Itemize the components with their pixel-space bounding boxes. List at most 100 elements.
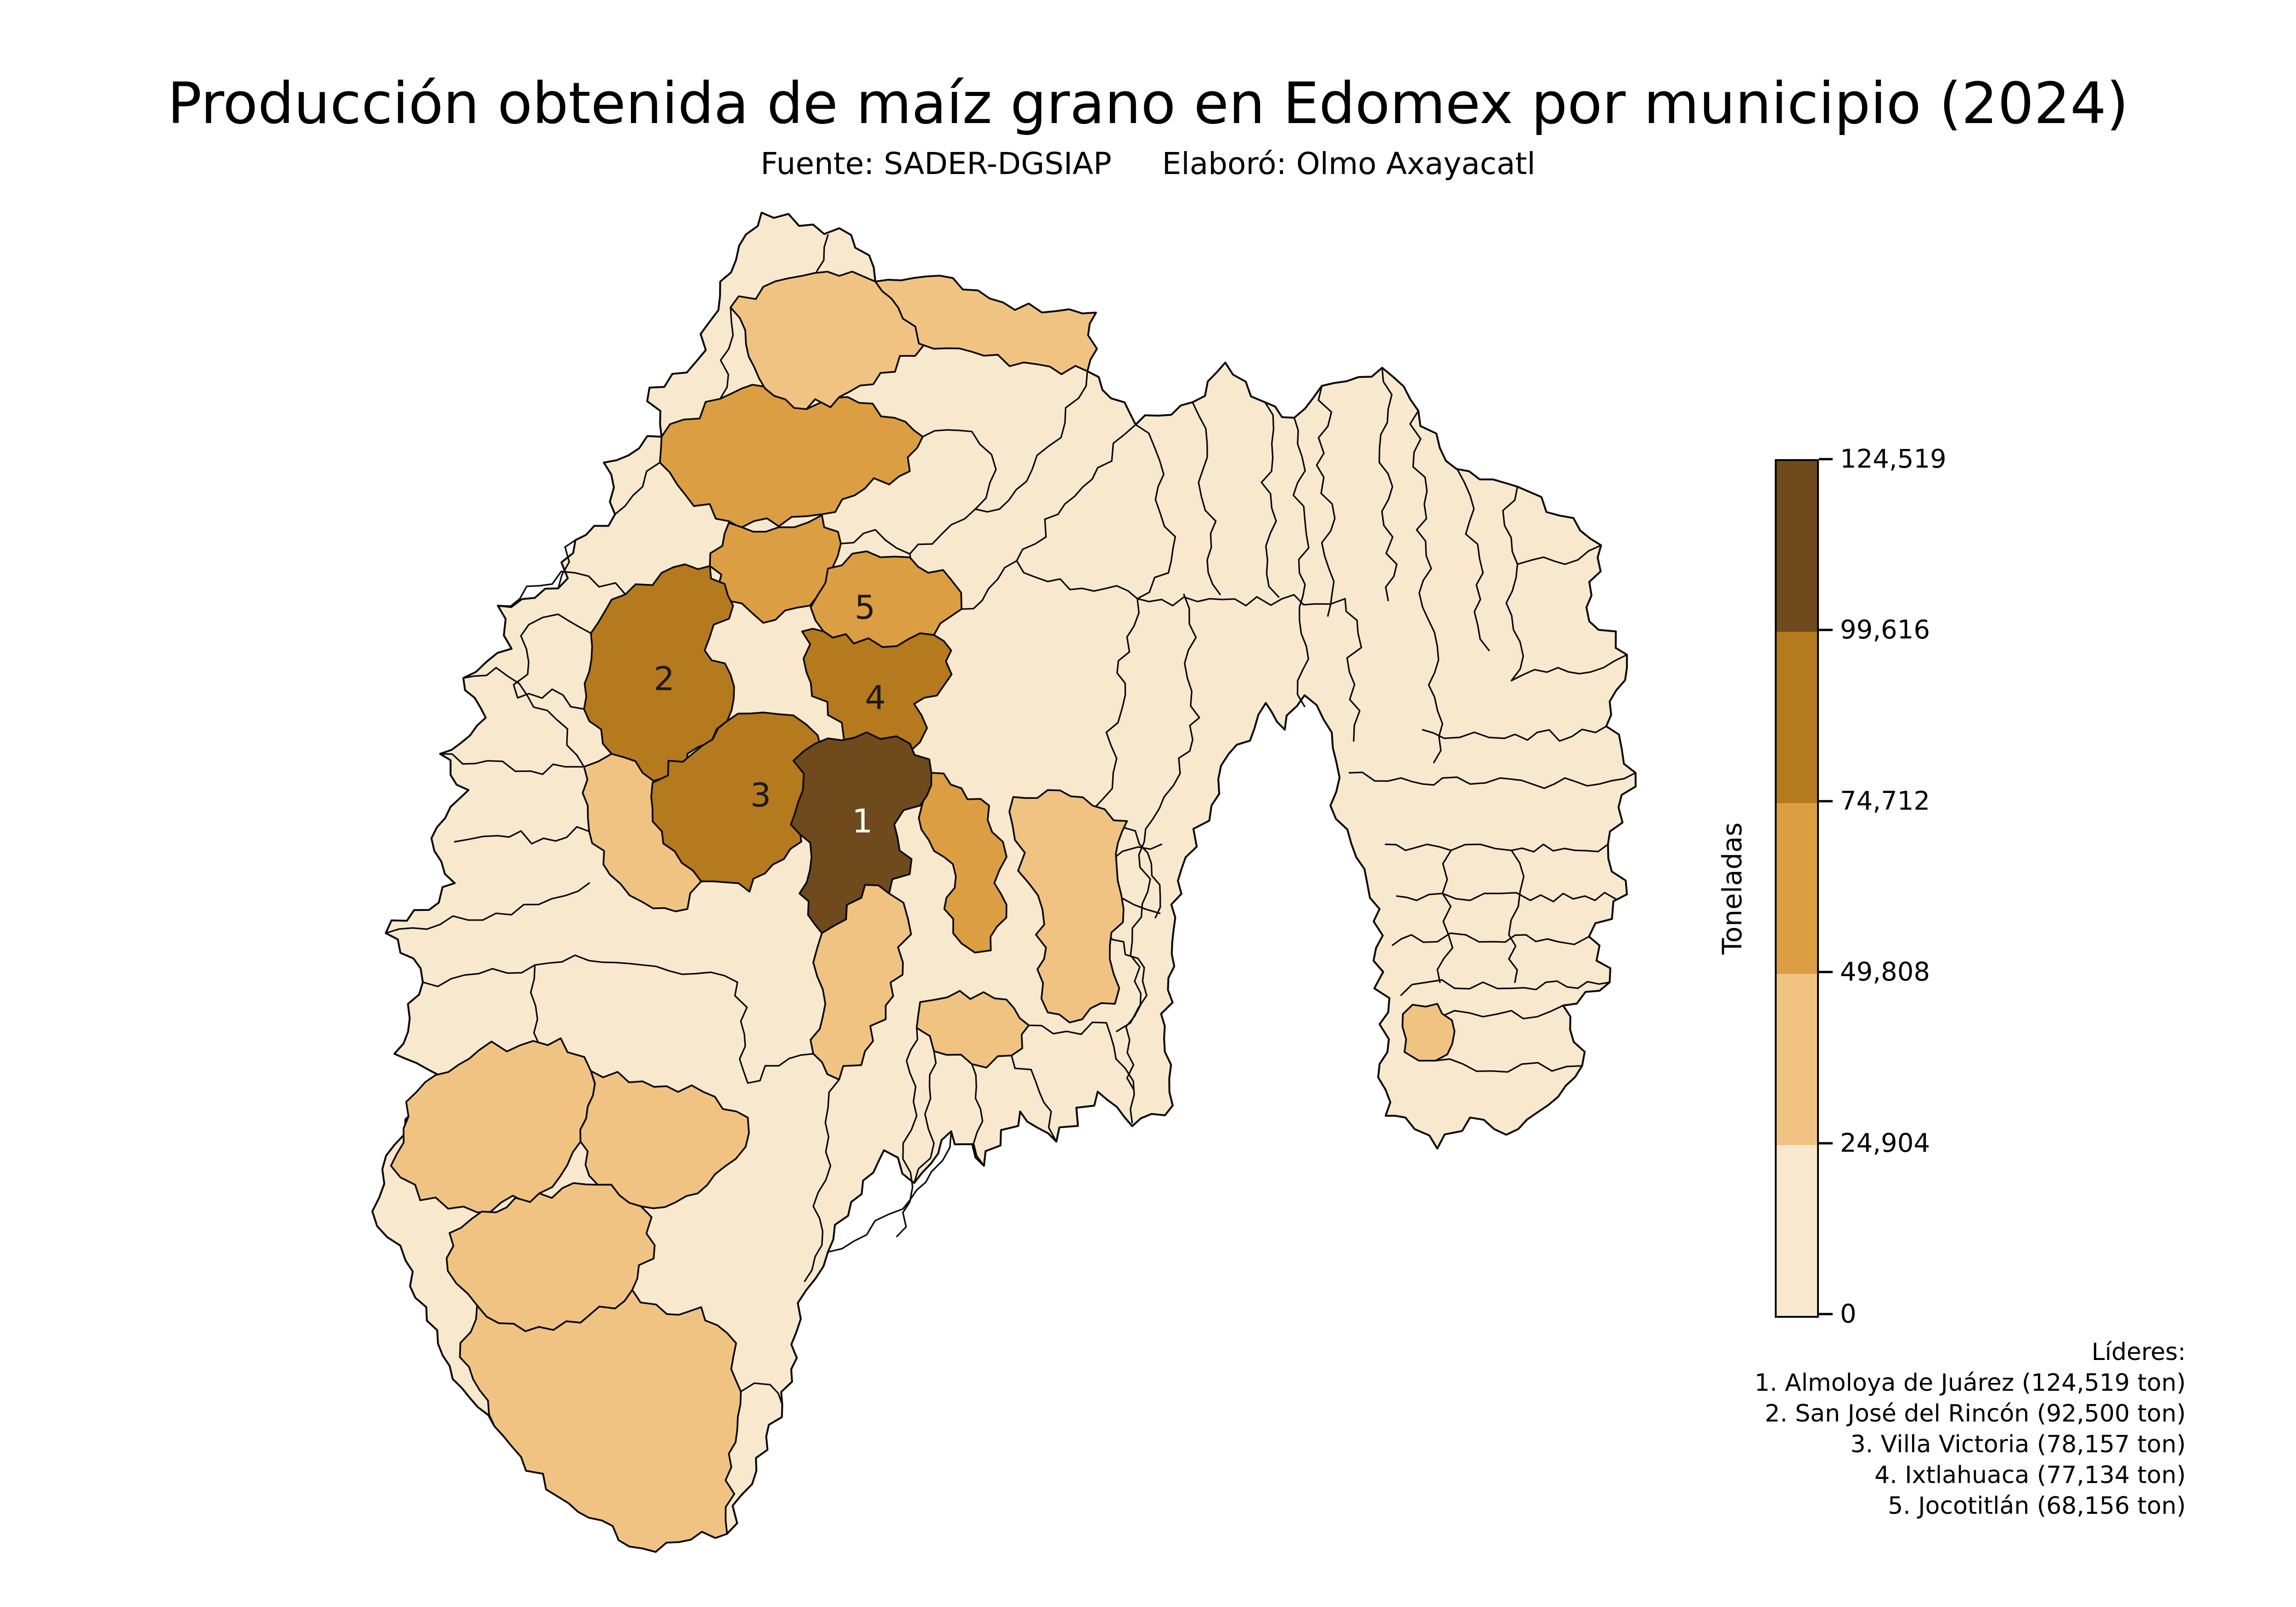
- municipality-boundary: [557, 539, 576, 590]
- municipality-boundary: [1422, 607, 1443, 764]
- leader-item: 2. San José del Rincón (92,500 ton): [1765, 1400, 2186, 1427]
- colorbar-tick: 74,712: [1819, 786, 1930, 816]
- municipality-boundary: [1092, 598, 1140, 811]
- tick-label: 99,616: [1840, 615, 1930, 645]
- municipality-region: [801, 628, 953, 759]
- municipality-region: [583, 563, 735, 782]
- rank-label-3: 3: [750, 776, 771, 814]
- municipality-region: [917, 772, 1007, 954]
- municipality-boundary: [497, 570, 626, 607]
- municipality-boundary: [1409, 410, 1432, 608]
- municipality-region: [579, 1070, 750, 1209]
- tick-label: 74,712: [1840, 786, 1930, 816]
- municipality-boundary: [961, 424, 1137, 610]
- municipality-boundary: [1261, 401, 1280, 598]
- colorbar-segment: [1777, 632, 1817, 803]
- municipality-boundary: [646, 387, 663, 438]
- colorbar-tick: 49,808: [1819, 957, 1930, 987]
- municipality-boundary: [1163, 593, 1200, 798]
- municipality-boundary: [385, 882, 590, 934]
- tick-mark: [1819, 629, 1833, 631]
- tick-label: 0: [1840, 1299, 1857, 1329]
- colorbar-segment: [1777, 803, 1817, 974]
- municipality-boundary: [454, 826, 590, 845]
- leader-item: 1. Almoloya de Juárez (124,519 ton): [1754, 1369, 2186, 1397]
- municipality-boundary: [439, 753, 585, 775]
- municipality-boundary: [1384, 843, 1609, 853]
- municipality-boundary: [1422, 725, 1607, 742]
- municipality-boundary: [422, 954, 738, 988]
- source-text: Fuente: SADER-DGSIAP: [760, 146, 1112, 181]
- municipality-boundary: [1121, 826, 1161, 919]
- municipality-boundary: [1125, 796, 1165, 1091]
- leader-item: 5. Jocotitlán (68,156 ton): [1888, 1492, 2186, 1520]
- municipality-boundary: [740, 1382, 783, 1405]
- rank-label-1: 1: [852, 802, 872, 840]
- municipality-boundary: [1436, 849, 1453, 983]
- colorbar: [1775, 459, 1819, 1318]
- municipality-boundary: [913, 1050, 937, 1184]
- municipality-region: [790, 731, 933, 934]
- rank-label-5: 5: [855, 588, 875, 626]
- tick-label: 124,519: [1840, 444, 1947, 474]
- municipality-boundary: [1011, 1055, 1058, 1143]
- municipality-boundary: [614, 461, 661, 515]
- municipality-boundary: [1316, 385, 1336, 617]
- municipality-boundary: [909, 429, 997, 555]
- leader-item: 4. Ixtlahuaca (77,134 ton): [1874, 1461, 2186, 1489]
- municipality-boundary: [747, 1053, 814, 1084]
- municipality-region: [916, 990, 1030, 1069]
- tick-label: 49,808: [1840, 957, 1930, 987]
- municipality-boundary: [1135, 424, 1176, 600]
- colorbar-tick: 24,904: [1819, 1128, 1930, 1158]
- municipality-boundary: [1378, 367, 1398, 601]
- municipality-boundary: [1435, 1058, 1583, 1073]
- municipality-region: [1401, 1003, 1456, 1062]
- municipality-boundary: [1016, 560, 1138, 600]
- municipality-boundary: [971, 1063, 985, 1167]
- choropleth-map: 5 2 4 3 1: [358, 202, 1690, 1570]
- municipality-boundary: [1445, 460, 1490, 652]
- municipality-boundary: [816, 234, 829, 272]
- leader-item: 3. Villa Victoria (78,157 ton): [1850, 1431, 2186, 1458]
- colorbar-segment: [1777, 461, 1817, 632]
- municipality-boundary: [1296, 607, 1310, 708]
- tick-mark: [1819, 800, 1833, 803]
- municipality-boundary: [840, 529, 911, 555]
- municipality-boundary: [1508, 849, 1525, 983]
- colorbar-ticks: 124,519 99,616 74,712 49,808 24,904 0: [1819, 444, 2058, 1329]
- chart-title: Producción obtenida de maíz grano en Edo…: [167, 71, 2129, 137]
- municipality-boundary: [528, 613, 592, 634]
- municipality-boundary: [734, 981, 749, 1084]
- colorbar-tick: 0: [1819, 1299, 1857, 1329]
- colorbar-tick: 124,519: [1819, 444, 1947, 474]
- municipality-boundary: [462, 667, 585, 768]
- tick-mark: [1819, 971, 1833, 973]
- rank-label-4: 4: [865, 679, 886, 717]
- municipality-boundary: [512, 624, 530, 699]
- leaders-heading: Líderes:: [2091, 1338, 2186, 1366]
- municipality-region: [874, 275, 1098, 375]
- colorbar-axis-label: Toneladas: [1716, 822, 1748, 955]
- author-text: Elaboró: Olmo Axayacatl: [1162, 146, 1536, 181]
- state-outline: [371, 212, 1637, 1553]
- municipality-boundary: [719, 306, 734, 400]
- colorbar-segment: [1777, 974, 1817, 1145]
- municipality-boundary: [896, 1027, 918, 1237]
- tick-mark: [1819, 1142, 1833, 1145]
- municipality-boundary: [1516, 544, 1602, 565]
- leaders-annotation: Líderes: 1. Almoloya de Juárez (124,519 …: [1755, 1337, 2186, 1522]
- rank-label-2: 2: [654, 660, 675, 698]
- colorbar-tick: 99,616: [1819, 615, 1930, 645]
- municipality-region: [459, 1289, 742, 1553]
- map-svg: 5 2 4 3 1: [371, 212, 1637, 1553]
- municipality-region: [709, 514, 842, 624]
- municipality-boundary: [517, 688, 585, 710]
- municipality-boundary: [1510, 654, 1628, 682]
- municipality-boundary: [1137, 594, 1346, 607]
- municipality-boundary: [804, 1079, 840, 1282]
- municipality-boundary: [1348, 771, 1637, 789]
- municipality-boundary: [1502, 486, 1524, 682]
- tick-mark: [1819, 458, 1833, 461]
